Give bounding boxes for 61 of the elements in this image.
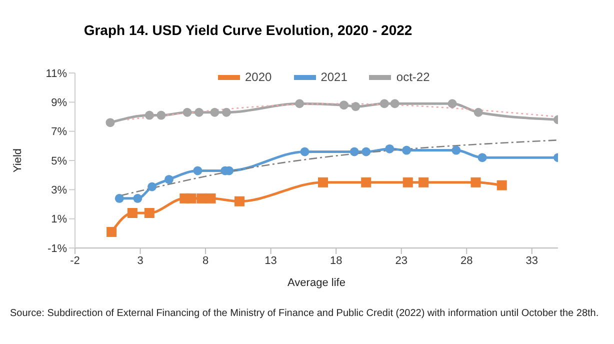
point — [127, 208, 138, 218]
point — [418, 177, 429, 188]
point — [148, 182, 157, 192]
point — [470, 177, 481, 188]
point — [164, 174, 174, 184]
point — [222, 108, 231, 117]
chart-title: Graph 14. USD Yield Curve Evolution, 2020 - 2022 — [82, 22, 414, 38]
legend-label: 2021 — [320, 70, 348, 84]
point — [144, 208, 154, 218]
x-tick-label: 33 — [526, 254, 538, 267]
point — [318, 177, 328, 188]
point — [478, 153, 487, 162]
point — [193, 166, 202, 176]
legend-label: 2020 — [245, 70, 272, 84]
point — [106, 118, 115, 128]
point — [385, 144, 394, 154]
point — [351, 102, 360, 112]
point — [390, 99, 400, 108]
y-tick-label: 7% — [51, 126, 68, 138]
y-tick-label: 11% — [46, 68, 68, 80]
point — [206, 193, 216, 204]
x-tick-label: 13 — [264, 254, 277, 267]
point — [448, 99, 457, 108]
x-tick-label: 28 — [460, 254, 473, 267]
y-tick-label: 1% — [51, 214, 68, 226]
point — [350, 147, 359, 156]
point — [474, 108, 483, 117]
point — [186, 193, 196, 204]
x-tick-label: 23 — [395, 254, 408, 267]
x-tick-label: 3 — [137, 254, 144, 267]
point — [114, 194, 124, 203]
point — [380, 99, 389, 108]
point — [362, 147, 371, 156]
point — [496, 180, 507, 190]
point — [133, 194, 142, 203]
point — [339, 100, 348, 110]
x-tick-label: -2 — [70, 254, 80, 267]
x-tick-label: 8 — [202, 254, 209, 267]
x-tick-label: 18 — [330, 254, 342, 267]
point — [452, 146, 461, 155]
legend-label: oct-22 — [396, 70, 430, 84]
point — [402, 146, 412, 155]
point — [182, 108, 192, 117]
y-tick-label: 9% — [51, 97, 68, 110]
point — [156, 110, 166, 120]
point — [234, 196, 244, 206]
y-tick-label: -1% — [47, 242, 68, 255]
point — [106, 226, 117, 237]
point — [194, 108, 204, 117]
y-tick-label: 3% — [51, 184, 68, 197]
point — [210, 108, 220, 117]
point — [295, 99, 304, 108]
point — [300, 147, 310, 156]
y-axis-title: Yield — [12, 148, 24, 173]
point — [402, 177, 413, 188]
source-note: Source: Subdirection of External Financing of the Ministry of Finance and Public Credit (2022) with information until October the 28th. — [10, 308, 600, 319]
point — [361, 177, 372, 188]
y-tick-label: 5% — [51, 155, 68, 168]
x-axis-title: Average life — [288, 277, 346, 289]
point — [144, 110, 154, 120]
point — [196, 193, 207, 204]
